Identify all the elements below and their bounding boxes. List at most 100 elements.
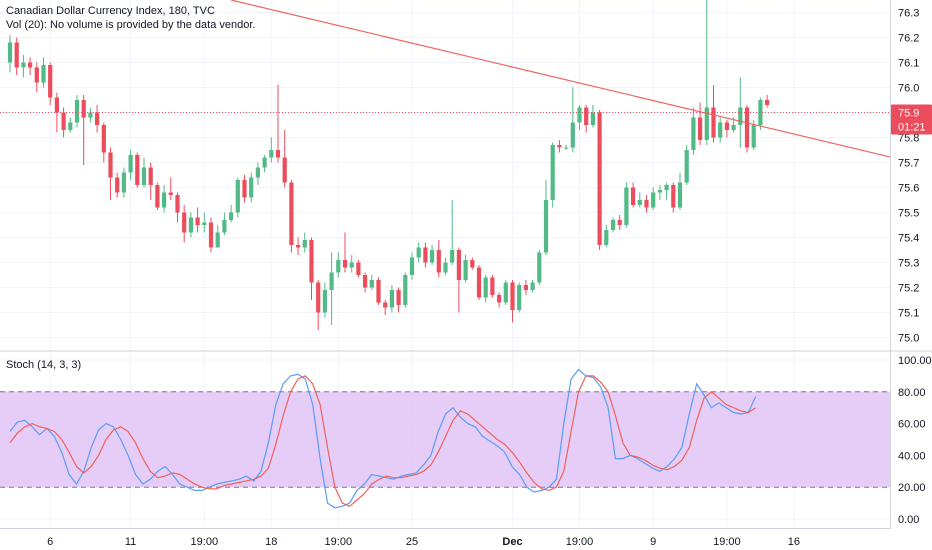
time-tick-label: 16: [788, 536, 800, 548]
time-tick-label: 19:00: [566, 536, 594, 548]
candle-body: [128, 155, 133, 173]
candle-body: [309, 240, 314, 283]
candle-body: [731, 125, 736, 130]
candle-body: [115, 177, 120, 193]
candle: [704, 0, 709, 145]
candle: [463, 255, 468, 283]
candle: [376, 277, 381, 305]
candle-body: [376, 280, 381, 303]
candle-body: [289, 182, 294, 245]
candle: [229, 205, 234, 223]
candle-body: [48, 65, 53, 98]
price-tick-label: 75.7: [898, 158, 919, 170]
candle-body: [396, 290, 401, 305]
candle: [657, 185, 662, 200]
price-tick-label: 75.0: [898, 333, 919, 345]
candle: [108, 147, 113, 200]
candle: [436, 240, 441, 278]
candle: [389, 285, 394, 313]
candle: [121, 167, 126, 198]
candle: [275, 85, 281, 163]
candle-body: [269, 150, 274, 158]
candle: [316, 280, 321, 330]
candle-body: [557, 145, 562, 148]
candle: [235, 177, 240, 218]
candle: [128, 150, 133, 180]
candle-body: [155, 185, 160, 208]
candle: [28, 57, 33, 75]
trendline: [230, 0, 891, 158]
candle-body: [416, 247, 421, 258]
candle: [282, 130, 287, 188]
candle: [403, 272, 408, 308]
candle-body: [590, 112, 595, 125]
candle: [416, 242, 421, 263]
candle-body: [363, 275, 368, 288]
candle-body: [550, 145, 555, 200]
candle-body: [403, 275, 408, 305]
candle-body: [141, 167, 147, 185]
candle: [530, 280, 535, 293]
candle-body: [255, 167, 260, 178]
candle-body: [322, 290, 327, 313]
price-tick-label: 75.4: [898, 233, 919, 245]
candle-body: [684, 150, 689, 183]
candle: [651, 187, 656, 210]
candle: [617, 215, 622, 230]
candle-body: [744, 107, 750, 148]
candle-body: [436, 250, 441, 273]
candle: [369, 275, 374, 290]
candle-body: [463, 260, 468, 280]
candle: [483, 275, 488, 303]
candle: [68, 117, 73, 133]
time-tick-label: 9: [650, 536, 656, 548]
candle: [182, 205, 187, 243]
candle-body: [644, 200, 649, 208]
candle-body: [229, 212, 234, 220]
stoch-legend: Stoch (14, 3, 3): [6, 359, 82, 371]
price-tick-label: 75.6: [898, 183, 919, 195]
last-price-badge: [891, 104, 932, 135]
candle: [584, 105, 589, 133]
candle: [296, 237, 301, 255]
candle: [195, 207, 200, 233]
candle: [637, 192, 642, 208]
candle: [738, 77, 743, 148]
time-tick-label: 6: [47, 536, 53, 548]
candle-body: [657, 190, 662, 193]
candle-body: [168, 192, 173, 195]
candle: [101, 122, 106, 163]
time-tick-label: 19:00: [191, 536, 219, 548]
candle-body: [510, 282, 515, 310]
candle-body: [101, 125, 106, 153]
candle-body: [349, 262, 354, 268]
candle: [322, 282, 327, 318]
candle-body: [584, 107, 589, 125]
time-tick-label: 19:00: [325, 536, 353, 548]
candle-body: [54, 97, 59, 113]
candle: [21, 55, 26, 78]
candle-body: [483, 277, 488, 298]
candle: [684, 145, 689, 185]
candle: [718, 117, 723, 143]
candle: [222, 212, 227, 235]
candle: [34, 62, 39, 93]
candle-body: [81, 100, 86, 118]
candle: [141, 157, 147, 188]
candle: [95, 105, 100, 133]
candle: [188, 212, 193, 238]
price-tick-label: 76.2: [898, 33, 919, 45]
candle: [443, 257, 448, 275]
candle-body: [316, 282, 321, 313]
candle-body: [617, 220, 622, 225]
candle-body: [537, 252, 542, 283]
candle: [624, 182, 629, 228]
candle: [336, 252, 341, 278]
candle-body: [698, 117, 703, 140]
candle: [523, 280, 528, 295]
candle: [724, 120, 729, 138]
candle-body: [88, 112, 93, 118]
price-tick-label: 75.8: [898, 133, 919, 145]
candle: [289, 180, 294, 253]
